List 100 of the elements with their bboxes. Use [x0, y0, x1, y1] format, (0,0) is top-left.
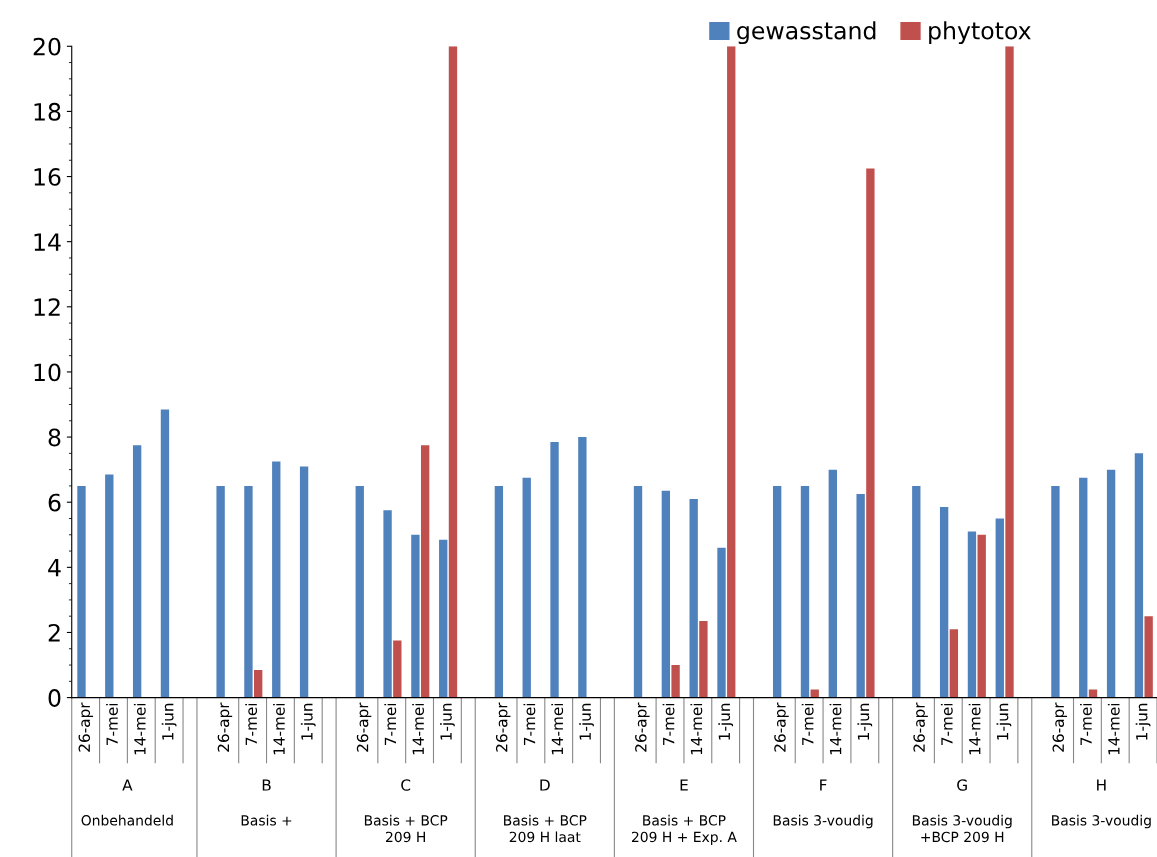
bar [977, 534, 986, 698]
bar [448, 46, 458, 698]
y-tick-label: 18 [34, 102, 61, 121]
x-tick-label: 7-mei [801, 703, 814, 745]
y-tick-label: 8 [48, 428, 61, 447]
text: B [262, 779, 271, 791]
text: Basis 3-voudig [1052, 814, 1151, 829]
y-tick-label: 4 [48, 559, 61, 577]
x-tick-label: 7-mei [940, 703, 953, 745]
bar [699, 621, 708, 698]
text: E [680, 779, 688, 791]
text: A [122, 779, 133, 791]
text: F [820, 779, 827, 791]
x-tick-label: 26-apr [495, 702, 511, 752]
x-tick-label: 1-jun [440, 703, 455, 740]
x-tick-label: 14-mei [412, 703, 425, 755]
x-tick-label: 26-apr [635, 702, 650, 752]
y-tick-label: 16 [34, 167, 61, 186]
bar [1106, 469, 1116, 698]
bar [522, 477, 531, 698]
legend-label: phytotox [929, 21, 1031, 45]
bar [216, 485, 225, 698]
x-tick-label: 14-mei [551, 703, 564, 755]
bar [810, 689, 819, 698]
bar [1134, 453, 1144, 698]
bar [105, 474, 114, 698]
x-tick-label: 14-mei [690, 703, 703, 755]
bar [772, 485, 782, 698]
bar [800, 485, 810, 698]
bar [939, 507, 949, 698]
text: Basis 3-voudig [773, 814, 873, 829]
bar [1079, 477, 1088, 698]
bar [439, 539, 448, 698]
y-tick-label: 2 [48, 623, 60, 642]
bar [1088, 689, 1098, 698]
x-tick-label: 26-apr [78, 702, 94, 752]
bar [856, 494, 865, 698]
bar [949, 629, 959, 698]
x-tick-label: 7-mei [1080, 703, 1092, 745]
x-tick-label: 26-apr [356, 702, 372, 752]
x-tick-label: 1-jun [1135, 703, 1151, 740]
x-tick-label: 1-jun [718, 703, 734, 740]
x-tick-label: 26-apr [217, 702, 233, 752]
x-tick-label: 14-mei [1107, 703, 1120, 755]
bar [967, 531, 977, 698]
text: D [540, 779, 550, 791]
x-tick-label: 1-jun [161, 703, 177, 740]
x-tick-label: 7-mei [106, 703, 118, 745]
x-tick-label: 7-mei [384, 703, 397, 745]
text: H [1097, 779, 1106, 791]
y-tick-label: 12 [34, 298, 60, 316]
x-tick-label: 1-jun [300, 703, 316, 740]
text: Basis + BCP 209 H + Exp. A [631, 814, 737, 845]
y-tick-label: 0 [48, 689, 61, 707]
x-tick-label: 14-mei [829, 703, 842, 755]
text: Basis 3-voudig +BCP 209 H [912, 814, 1012, 843]
text: G [957, 779, 967, 791]
bar [1144, 616, 1153, 698]
x-tick-label: 14-mei [968, 703, 981, 755]
bar [494, 485, 504, 698]
bar [727, 46, 736, 698]
y-tick-label: 10 [34, 363, 61, 382]
legend-label: gewasstand [737, 21, 876, 45]
y-tick-label: 6 [48, 493, 61, 512]
bar [1005, 46, 1014, 698]
text: Basis + BCP 209 H [364, 814, 448, 843]
text: C [401, 779, 411, 791]
bar [132, 445, 142, 698]
bar [383, 510, 392, 698]
text: Basis + [241, 814, 292, 826]
bar [254, 669, 263, 698]
x-tick-label: 26-apr [913, 702, 928, 752]
x-tick-label: 26-apr [1052, 702, 1067, 752]
bar [912, 485, 921, 698]
text: Onbehandeld [81, 814, 173, 826]
bar [160, 409, 170, 698]
bar [411, 534, 420, 698]
bar [420, 445, 430, 698]
bar [689, 498, 698, 698]
bar [671, 665, 680, 698]
bar [393, 640, 402, 698]
bar [828, 469, 837, 698]
bar [578, 437, 587, 698]
bar [661, 490, 671, 698]
bar [355, 485, 364, 698]
bar [1051, 485, 1060, 698]
bar [866, 168, 875, 698]
bar [244, 485, 253, 698]
x-tick-label: 7-mei [523, 703, 536, 745]
x-tick-label: 14-mei [133, 703, 146, 755]
text: Basis + BCP 209 H laat [504, 814, 587, 843]
y-tick-label: 20 [33, 37, 61, 56]
x-tick-label: 7-mei [662, 703, 675, 745]
x-tick-label: 1-jun [996, 703, 1012, 740]
x-tick-label: 1-jun [857, 703, 873, 740]
x-tick-label: 1-jun [579, 703, 594, 740]
bar [299, 466, 309, 698]
x-tick-label: 7-mei [245, 703, 258, 745]
bar [633, 485, 643, 698]
bar [995, 518, 1004, 698]
